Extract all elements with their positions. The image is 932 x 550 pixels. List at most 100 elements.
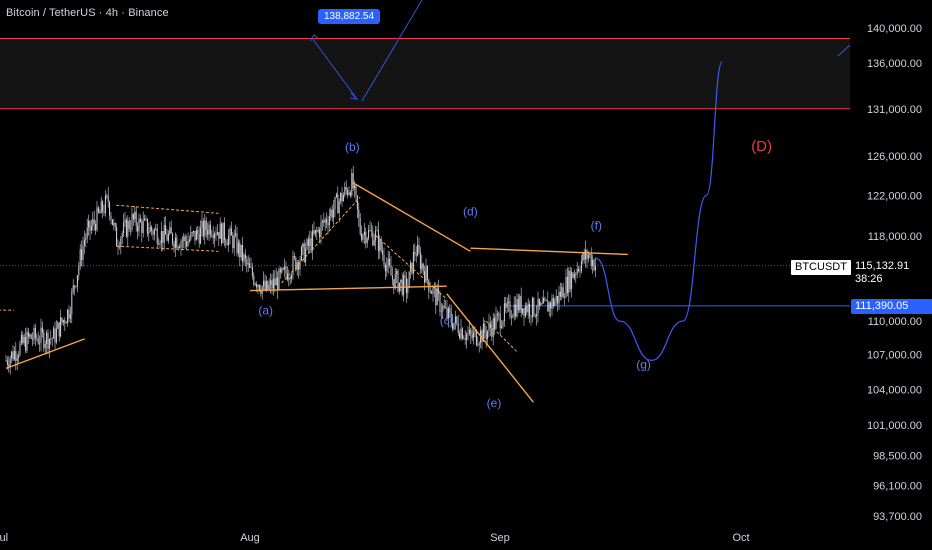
candle-body <box>300 247 302 261</box>
candle-body <box>156 228 158 244</box>
candle-body <box>531 297 533 317</box>
candle-body <box>99 212 101 214</box>
candle-body <box>317 229 319 232</box>
candle-body <box>107 195 109 203</box>
candle-body <box>81 249 83 261</box>
candle-body <box>352 173 354 189</box>
y-tick-label: 118,000.00 <box>868 231 922 243</box>
candle-body <box>41 327 43 333</box>
candle-body <box>137 226 139 232</box>
candle-body <box>302 243 304 248</box>
candle-body <box>393 279 395 289</box>
candle-body <box>557 296 559 304</box>
candle-body <box>590 253 592 266</box>
trendline-early <box>5 338 85 370</box>
candle-body <box>586 250 588 259</box>
candle-body <box>230 228 232 236</box>
candle-body <box>235 233 237 236</box>
candle-body <box>212 235 214 239</box>
candle-body <box>11 351 13 359</box>
candle-body <box>286 273 288 280</box>
candle-body <box>285 266 287 274</box>
dashed-structure-3 <box>281 196 361 284</box>
candle-body <box>456 316 458 324</box>
candle-body <box>181 240 183 242</box>
candle-body <box>186 241 188 247</box>
candle-body <box>37 338 39 344</box>
x-tick-label: Jul <box>0 532 8 544</box>
candle-body <box>65 322 67 324</box>
candle-body <box>405 277 407 294</box>
candle-body <box>312 230 314 251</box>
candle-body <box>341 193 343 202</box>
candle-body <box>279 269 281 273</box>
trendline-c-e <box>446 293 534 403</box>
candle-body <box>39 342 41 344</box>
candle-body <box>523 308 525 317</box>
candle-body <box>569 270 571 290</box>
candle-body <box>298 262 300 270</box>
candle-body <box>316 229 318 232</box>
candle-body <box>530 315 532 317</box>
wave-label: (b) <box>345 140 360 154</box>
candle-body <box>306 239 308 249</box>
candle-body <box>264 280 266 290</box>
candle-body <box>160 231 162 244</box>
candle-body <box>240 244 242 258</box>
y-tick-label: 136,000.00 <box>867 58 922 70</box>
candle-body <box>460 328 462 339</box>
candle-body <box>558 291 560 304</box>
candle-body <box>5 360 7 362</box>
candle-body <box>461 328 463 339</box>
candle-body <box>417 244 419 256</box>
callout-anchor <box>309 34 319 42</box>
candle-body <box>148 231 150 234</box>
candle-body <box>333 209 335 218</box>
candle-body <box>474 330 476 333</box>
candle-body <box>88 220 90 228</box>
candle-body <box>580 260 582 272</box>
x-tick-label: Sep <box>490 532 510 544</box>
candle-body <box>95 223 97 231</box>
candle-body <box>376 230 378 232</box>
candle-body <box>254 283 256 285</box>
candle-body <box>151 226 153 231</box>
candle-body <box>540 303 542 306</box>
bar-countdown: 38:26 <box>855 273 883 285</box>
candle-body <box>466 333 468 340</box>
candle-body <box>407 288 409 294</box>
candle-body <box>578 268 580 271</box>
candle-body <box>380 238 382 251</box>
candle-body <box>243 254 245 262</box>
candle-body <box>510 316 512 318</box>
candle-body <box>585 250 587 260</box>
candle-body <box>495 315 497 329</box>
last-price-tag: 115,132.91 38:26 <box>851 259 932 287</box>
candle-body <box>272 278 274 289</box>
edge-arrow-line <box>837 44 851 57</box>
candle-body <box>204 220 206 237</box>
candle-body <box>64 320 66 324</box>
candle-body <box>176 237 178 248</box>
dashed-structure-4 <box>375 235 448 300</box>
candle-body <box>358 209 360 219</box>
candle-body <box>71 291 73 315</box>
y-tick-label: 107,000.00 <box>867 350 922 362</box>
candle-body <box>149 226 151 232</box>
candle-body <box>487 330 489 339</box>
candle-body <box>445 307 447 309</box>
candle-body <box>90 225 92 231</box>
candle-body <box>18 355 20 358</box>
candle-body <box>260 290 262 294</box>
candle-body <box>426 266 428 280</box>
candle-body <box>32 338 34 340</box>
candle-body <box>145 218 147 220</box>
candle-body <box>368 229 370 239</box>
callout-leader-line <box>311 37 358 100</box>
wave-label: (g) <box>636 357 651 371</box>
projection-path <box>309 0 851 361</box>
candle-body <box>554 300 556 306</box>
y-tick-label: 93,700.00 <box>873 511 922 523</box>
wave-label: (e) <box>487 396 502 410</box>
